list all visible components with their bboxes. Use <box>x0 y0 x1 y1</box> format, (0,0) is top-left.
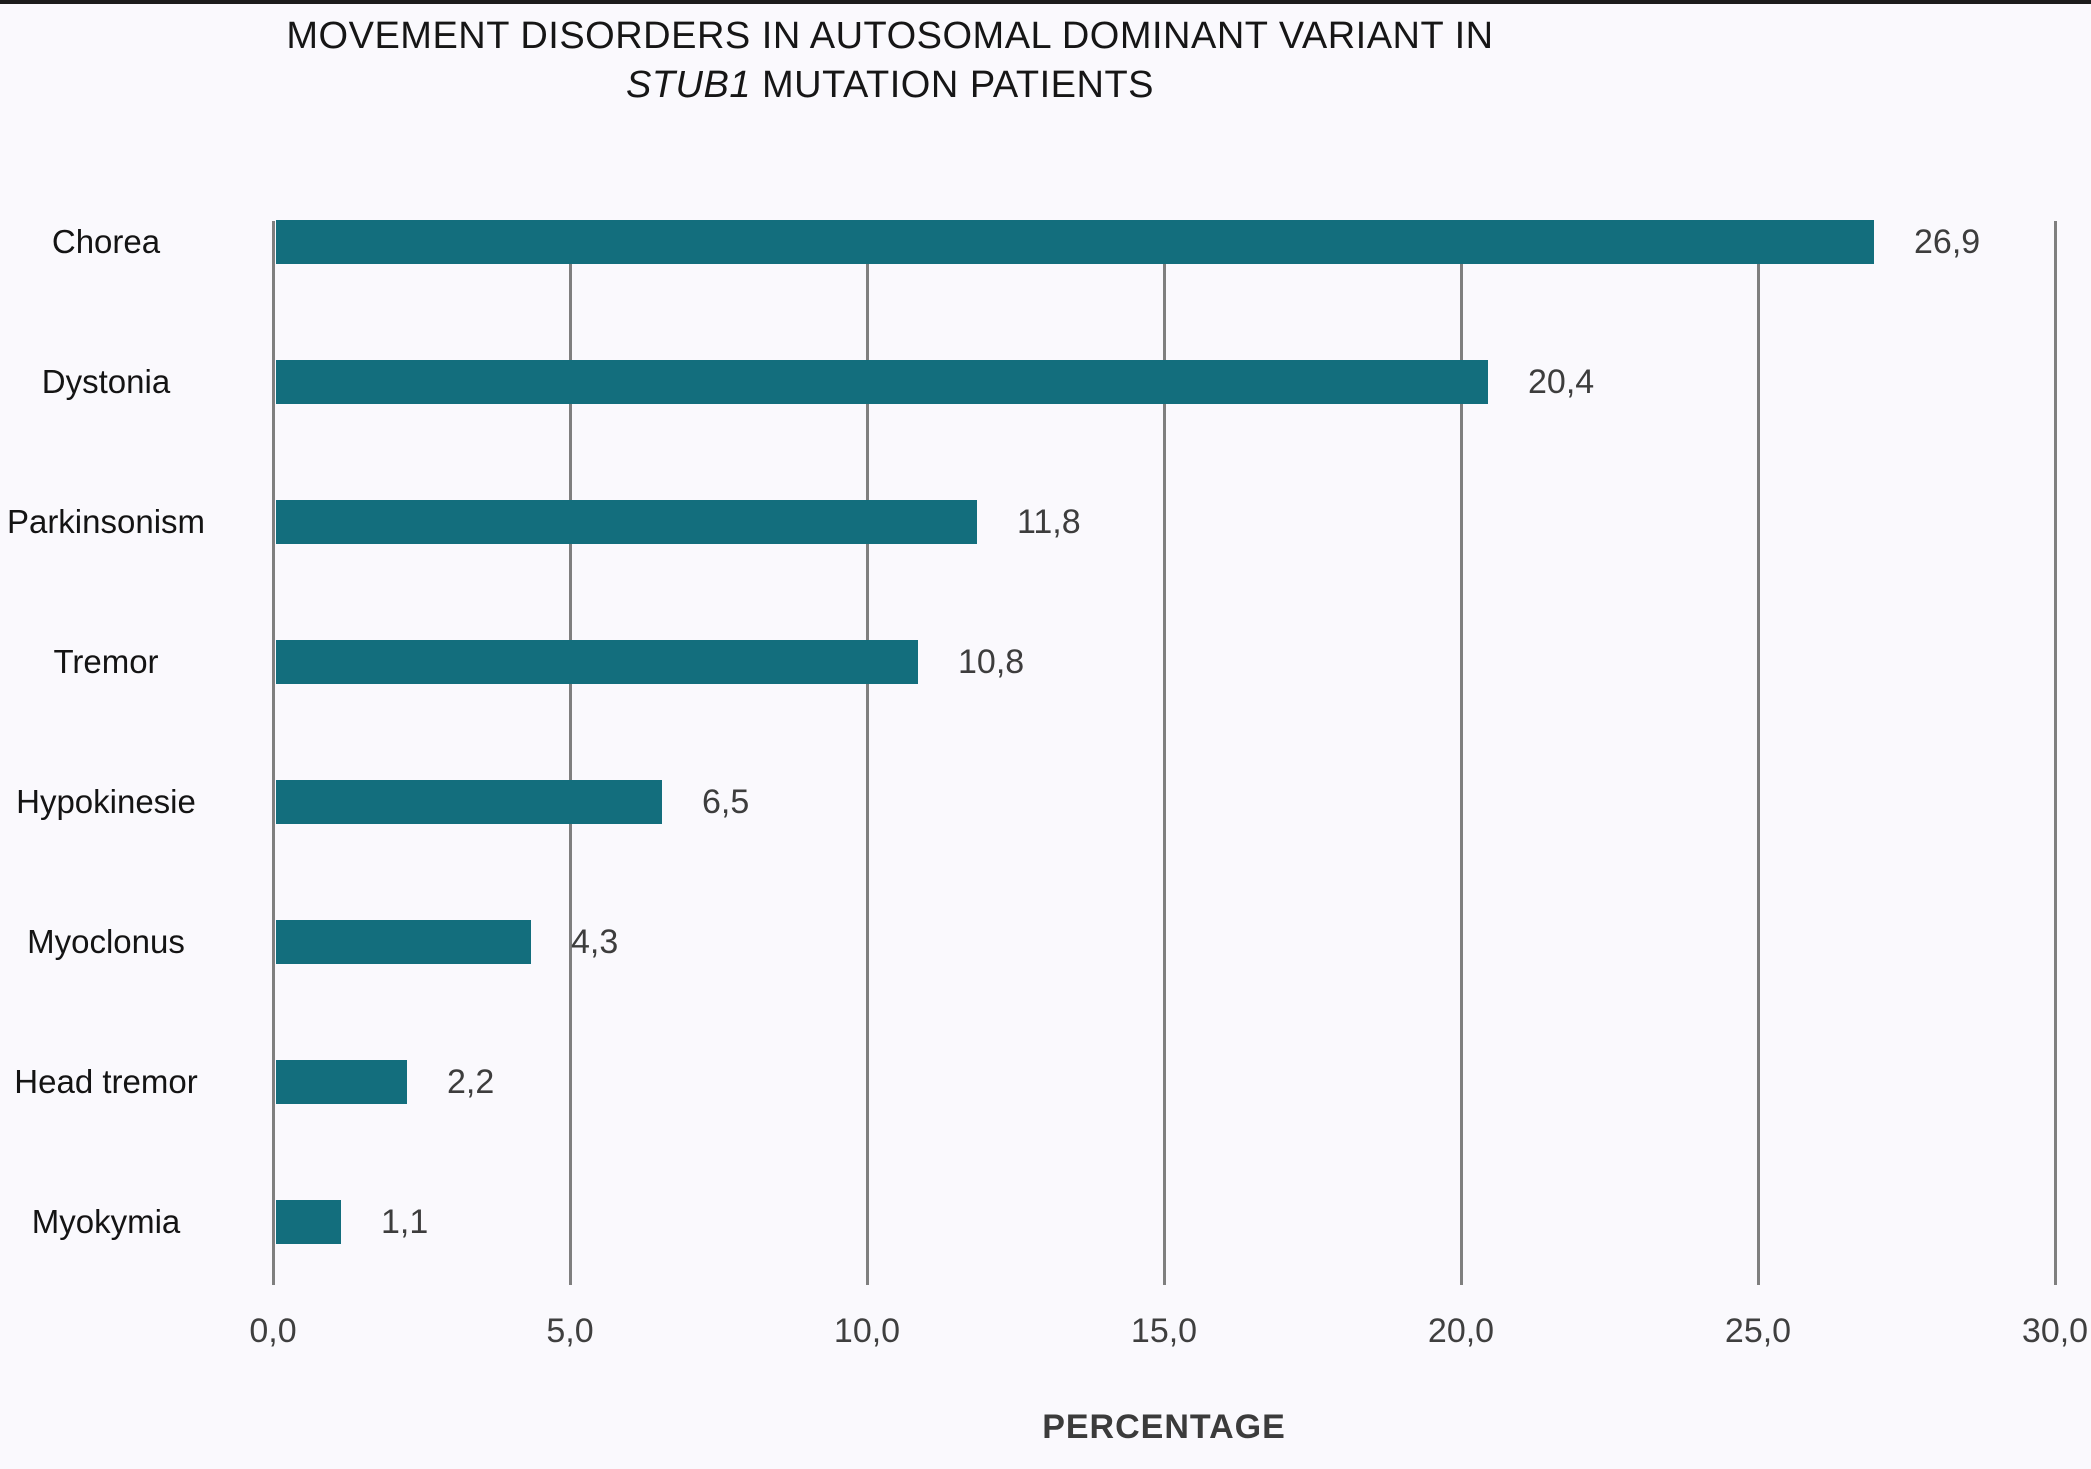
chart-title-line2-rest: MUTATION PATIENTS <box>750 64 1155 106</box>
bar-value-label: 11,8 <box>1017 503 1081 541</box>
category-label: Tremor <box>53 643 159 680</box>
category-label: Dystonia <box>41 363 171 400</box>
y-axis-line <box>272 221 275 1285</box>
bar <box>276 220 1874 264</box>
gridline-x-30 <box>2054 221 2057 1285</box>
x-tick-label: 15,0 <box>1130 1312 1198 1350</box>
chart-title-line1: MOVEMENT DISORDERS IN AUTOSOMAL DOMINANT… <box>286 15 1494 57</box>
bar-value-label: 2,2 <box>447 1063 495 1101</box>
x-tick-label: 0,0 <box>249 1312 297 1350</box>
bar <box>276 500 977 544</box>
chart-title: MOVEMENT DISORDERS IN AUTOSOMAL DOMINANT… <box>0 12 1780 110</box>
bar-value-label: 20,4 <box>1528 363 1595 401</box>
bar-value-label: 26,9 <box>1914 223 1981 261</box>
screenshot-top-border <box>0 0 2091 4</box>
chart-title-gene-italic: STUB1 <box>625 64 751 106</box>
bar <box>276 1200 341 1244</box>
bar <box>276 360 1488 404</box>
x-tick-label: 30,0 <box>2021 1312 2089 1350</box>
category-label: Myokymia <box>31 1203 181 1240</box>
category-label: Chorea <box>51 223 161 260</box>
x-axis-title: PERCENTAGE <box>1042 1408 1286 1446</box>
bar <box>276 780 662 824</box>
x-tick-label: 5,0 <box>546 1312 594 1350</box>
x-tick-label: 25,0 <box>1724 1312 1792 1350</box>
category-label: Hypokinesie <box>16 783 196 820</box>
bar-value-label: 6,5 <box>702 783 750 821</box>
category-label: Head tremor <box>14 1063 198 1100</box>
bar <box>276 640 918 684</box>
bar <box>276 1060 407 1104</box>
gridline-x-20 <box>1460 221 1463 1285</box>
category-label: Parkinsonism <box>6 503 206 540</box>
bar-value-label: 4,3 <box>571 923 619 961</box>
bar-value-label: 1,1 <box>381 1203 429 1241</box>
x-tick-label: 20,0 <box>1427 1312 1495 1350</box>
gridline-x-15 <box>1163 221 1166 1285</box>
bar-value-label: 10,8 <box>958 643 1025 681</box>
gridline-x-10 <box>866 221 869 1285</box>
category-label: Myoclonus <box>27 923 185 960</box>
bar <box>276 920 531 964</box>
x-tick-label: 10,0 <box>833 1312 901 1350</box>
gridline-x-5 <box>569 221 572 1285</box>
gridline-x-25 <box>1757 221 1760 1285</box>
